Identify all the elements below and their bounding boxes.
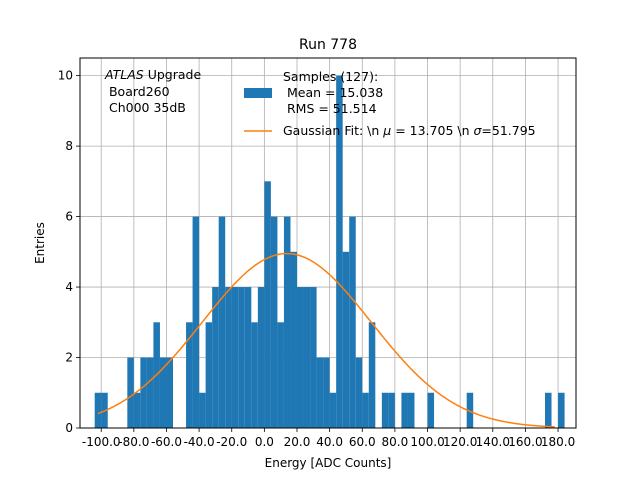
histogram-bar-25	[290, 251, 297, 428]
histogram-bar-28	[310, 287, 317, 428]
histogram-bar-22	[270, 216, 278, 428]
histogram-bar-42	[427, 392, 435, 428]
histogram-bar-34	[349, 216, 356, 428]
y-tick-label-0: 0	[65, 421, 73, 435]
legend-samples-swatch	[244, 88, 272, 98]
fit-layer	[97, 252, 555, 428]
x-axis-label: Energy [ADC Counts]	[265, 456, 392, 470]
y-ticks: 0 2 4 6 8 10	[58, 69, 80, 435]
histogram-bar-44	[545, 392, 552, 428]
histogram-bar-13	[212, 287, 219, 428]
histogram-bar-9	[186, 322, 193, 428]
plot-frame	[79, 57, 577, 429]
histogram-bar-14	[218, 216, 226, 428]
histogram-bar-7	[159, 357, 167, 428]
histogram-bar-21	[264, 181, 271, 428]
histogram-bar-8	[166, 357, 173, 428]
annotation-line-1: ATLAS Upgrade	[104, 67, 201, 82]
x-tick-label-9: 80.0	[382, 435, 409, 449]
histogram-bar-39	[388, 392, 395, 428]
histogram-bar-38	[381, 392, 389, 428]
histogram-bar-32	[336, 75, 343, 428]
histogram-bar-29	[316, 357, 324, 428]
legend-sigma-symbol: σ	[473, 123, 482, 138]
histogram-bar-40	[401, 392, 408, 428]
annotation-channel: Ch000 35dB	[105, 100, 186, 115]
x-ticks: -100.0-80.0 -60.0 -40.0 -20.0 0.0 20.0 40.0 60.…	[82, 428, 575, 449]
grid-layer	[80, 58, 576, 429]
histogram-bar-15	[225, 287, 232, 428]
x-tick-label-1: -80.0	[118, 435, 149, 449]
legend: Samples (127): Mean = 15.038 RMS = 51.51…	[244, 69, 536, 138]
histogram-bar-0	[94, 392, 102, 428]
histogram-bar-45	[558, 392, 565, 428]
legend-samples-line-1: Samples (127):	[283, 69, 378, 84]
histogram-bar-35	[355, 357, 363, 428]
x-tick-label-4: -20.0	[216, 435, 247, 449]
gaussian-fit-line	[97, 252, 555, 428]
histogram-bar-24	[283, 216, 291, 428]
annotation-board: Board260	[105, 84, 170, 99]
y-tick-label-3: 6	[65, 210, 73, 224]
x-tick-label-10: 100.0	[410, 435, 444, 449]
x-tick-label-6: 20.0	[284, 435, 311, 449]
x-tick-label-12: 140.0	[476, 435, 510, 449]
histogram-bar-16	[231, 287, 239, 428]
upgrade-label: Upgrade	[144, 67, 202, 82]
y-tick-label-1: 2	[65, 351, 73, 365]
y-tick-label-5: 10	[58, 69, 73, 83]
histogram-bar-30	[323, 357, 330, 428]
histogram-bar-27	[303, 287, 311, 428]
y-tick-label-2: 4	[65, 280, 73, 294]
x-tick-label-13: 160.0	[508, 435, 542, 449]
histogram-bar-10	[192, 216, 200, 428]
histogram-bar-26	[297, 287, 304, 428]
atlas-label: ATLAS	[104, 67, 144, 82]
histogram-bar-11	[199, 392, 206, 428]
x-tick-label-14: 180.0	[541, 435, 575, 449]
legend-fit-prefix: Gaussian Fit: \n	[283, 123, 383, 138]
histogram-bar-3	[133, 392, 141, 428]
histogram-bar-4	[140, 357, 147, 428]
histogram-bar-31	[329, 392, 337, 428]
histogram-bar-2	[127, 357, 134, 428]
x-tick-label-2: -60.0	[151, 435, 182, 449]
histogram-bar-19	[251, 322, 258, 428]
x-tick-label-3: -40.0	[184, 435, 215, 449]
x-tick-label-7: 40.0	[316, 435, 343, 449]
legend-fit-end: =51.795	[481, 123, 535, 138]
chart-title: Run 778	[299, 37, 357, 53]
histogram-bar-12	[205, 322, 213, 428]
legend-samples-mean: Mean = 15.038	[283, 85, 383, 100]
histogram-bar-20	[257, 287, 265, 428]
x-tick-label-5: 0.0	[255, 435, 274, 449]
legend-mu-symbol: μ	[382, 123, 391, 138]
histogram-bar-36	[362, 392, 369, 428]
x-tick-label-8: 60.0	[349, 435, 376, 449]
histogram-bar-18	[244, 287, 252, 428]
legend-fit-mid: = 13.705 \n	[391, 123, 473, 138]
histogram-bar-41	[407, 392, 415, 428]
histogram-bar-37	[368, 322, 376, 428]
y-axis-label: Entries	[33, 222, 47, 264]
atlas-annotation: ATLAS Upgrade Board260 Ch000 35dB	[104, 67, 201, 115]
histogram-bar-43	[466, 392, 474, 428]
legend-samples-rms: RMS = 51.514	[283, 101, 377, 116]
histogram-bar-33	[342, 251, 350, 428]
legend-fit-label: Gaussian Fit: \n μ = 13.705 \n σ=51.795	[283, 123, 536, 138]
histogram-bar-5	[146, 357, 154, 428]
histogram-bar-17	[238, 287, 245, 428]
x-tick-label-11: 120.0	[443, 435, 477, 449]
histogram-bar-23	[277, 322, 284, 428]
y-tick-label-4: 8	[65, 139, 73, 153]
x-tick-label-0: -100.0	[82, 435, 121, 449]
